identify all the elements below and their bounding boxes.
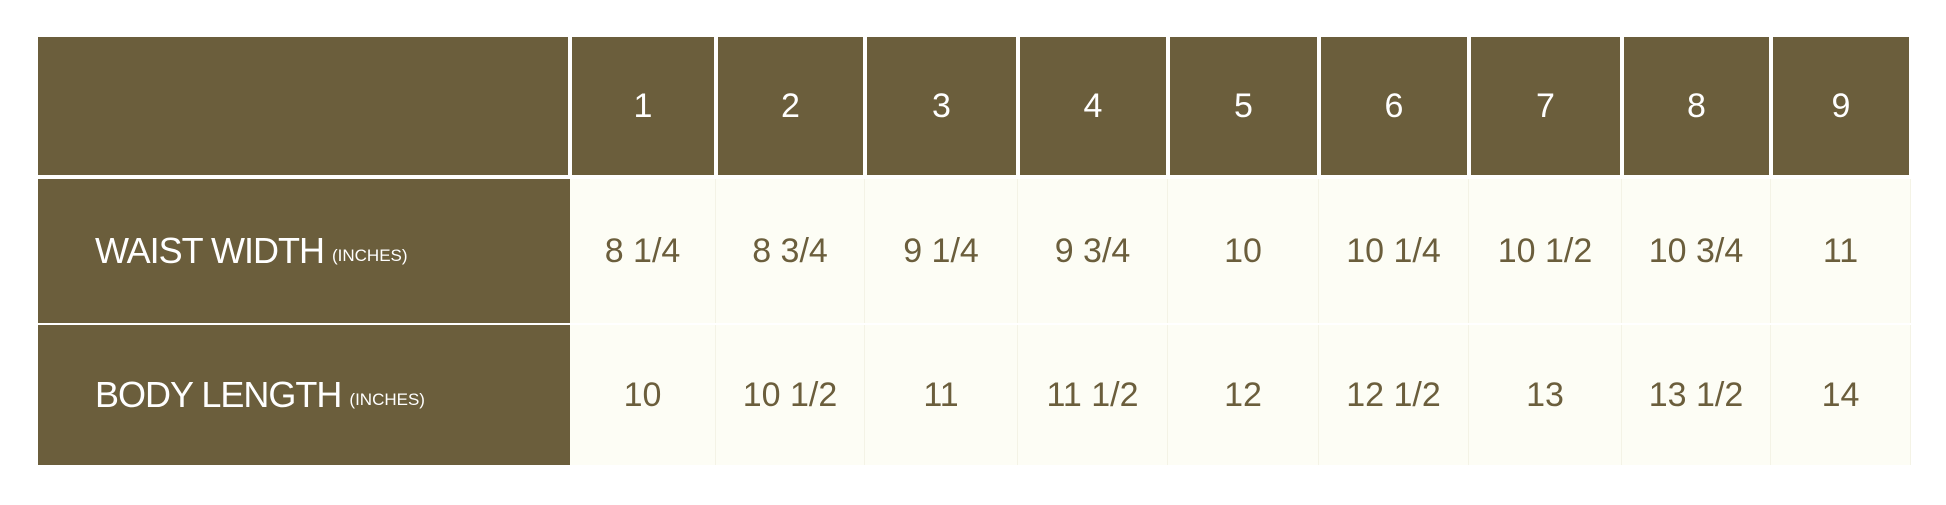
value-cell: 8 1/4 (570, 179, 716, 323)
row-label: WAIST WIDTH (95, 230, 325, 271)
value-cell: 10 1/2 (716, 325, 865, 465)
size-header-cell: 2 (718, 37, 865, 175)
value-cell: 8 3/4 (716, 179, 865, 323)
value-cell: 10 (1168, 179, 1319, 323)
size-header-cell: 5 (1170, 37, 1319, 175)
header-corner-cell (38, 37, 570, 175)
value-cell: 14 (1771, 325, 1911, 465)
value-cell: 13 (1469, 325, 1622, 465)
row-unit: (INCHES) (331, 246, 408, 265)
value-cell: 11 (1771, 179, 1911, 323)
value-cell: 10 1/2 (1469, 179, 1622, 323)
size-header-cell: 7 (1471, 37, 1622, 175)
value-cell: 13 1/2 (1622, 325, 1771, 465)
size-header-cell: 9 (1773, 37, 1911, 175)
row-label: BODY LENGTH (95, 374, 342, 415)
value-cell: 11 1/2 (1018, 325, 1168, 465)
value-cell: 9 3/4 (1018, 179, 1168, 323)
value-cell: 9 1/4 (865, 179, 1018, 323)
value-cell: 12 (1168, 325, 1319, 465)
value-cell: 10 3/4 (1622, 179, 1771, 323)
row-label-cell: BODY LENGTH (INCHES) (38, 325, 570, 465)
value-cell: 10 (570, 325, 716, 465)
value-cell: 10 1/4 (1319, 179, 1469, 323)
value-cell: 12 1/2 (1319, 325, 1469, 465)
size-header-cell: 3 (867, 37, 1018, 175)
value-cell: 11 (865, 325, 1018, 465)
size-header-cell: 8 (1624, 37, 1771, 175)
size-header-cell: 1 (572, 37, 716, 175)
size-header-cell: 4 (1020, 37, 1168, 175)
row-unit: (INCHES) (349, 390, 425, 409)
row-label-cell: WAIST WIDTH (INCHES) (38, 179, 570, 323)
size-header-cell: 6 (1321, 37, 1469, 175)
